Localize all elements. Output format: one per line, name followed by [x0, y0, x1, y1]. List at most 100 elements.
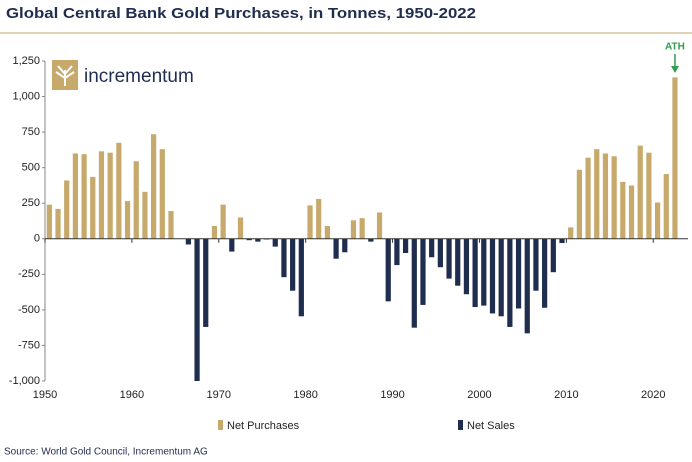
bar: [559, 238, 565, 244]
bar: [246, 238, 252, 241]
legend-swatch: [218, 420, 223, 430]
x-tick-label: 1970: [207, 389, 231, 401]
bar: [359, 218, 365, 239]
bar: [646, 152, 652, 239]
bar: [542, 238, 548, 308]
bar: [107, 152, 113, 239]
bar: [411, 238, 417, 328]
bar: [159, 149, 165, 239]
bar: [272, 238, 278, 247]
bar: [446, 238, 452, 279]
bar: [290, 238, 296, 291]
bar: [620, 181, 626, 239]
bar: [498, 238, 504, 317]
bar: [98, 151, 105, 239]
chart-title: Global Central Bank Gold Purchases, in T…: [6, 5, 476, 22]
bar: [151, 134, 157, 239]
bar: [203, 238, 209, 327]
bar: [437, 238, 443, 268]
bar: [133, 161, 139, 239]
x-tick-label: 1980: [293, 389, 317, 401]
bar: [72, 153, 79, 239]
bar: [385, 238, 391, 302]
bar: [628, 185, 635, 239]
bar: [524, 238, 530, 334]
bar: [281, 238, 287, 278]
legend-swatch: [458, 420, 463, 430]
bar: [64, 180, 70, 239]
bar: [298, 238, 304, 317]
y-tick-label: -250: [18, 268, 40, 280]
x-tick-label: 1990: [380, 389, 404, 401]
bar: [585, 157, 591, 239]
bar: [611, 156, 617, 239]
bar: [237, 217, 244, 239]
annotation: ATH: [665, 42, 685, 53]
annotation-arrowhead: [670, 66, 679, 73]
logo-text: incrementum: [84, 66, 194, 87]
y-tick-label: 0: [34, 233, 40, 245]
bar: [376, 212, 383, 239]
y-tick-label: 1,250: [12, 55, 40, 67]
bar: [333, 238, 339, 259]
bar: [594, 149, 600, 239]
y-tick-label: -750: [18, 339, 40, 351]
bar: [316, 198, 322, 239]
bar: [142, 191, 148, 239]
bar: [124, 201, 131, 239]
bar: [255, 238, 261, 242]
bar: [637, 145, 643, 239]
x-tick-label: 1950: [33, 389, 57, 401]
bar: [463, 238, 470, 295]
bar: [220, 204, 226, 239]
bar: [116, 142, 122, 239]
bar: [307, 205, 313, 239]
bar: [185, 238, 191, 245]
bar: [663, 174, 669, 239]
bar: [507, 238, 513, 327]
y-tick-label: 250: [22, 197, 40, 209]
x-tick-label: 1960: [120, 389, 144, 401]
bar: [55, 208, 61, 239]
y-tick-label: 750: [22, 126, 40, 138]
x-tick-label: 2000: [467, 389, 491, 401]
bar: [489, 238, 496, 314]
bar: [455, 238, 461, 286]
x-tick-label: 2020: [641, 389, 665, 401]
bar: [81, 154, 87, 239]
bar: [576, 169, 582, 239]
bar: [472, 238, 478, 308]
bar: [402, 238, 409, 253]
bar: [420, 238, 426, 305]
bar: [324, 225, 331, 239]
bar: [168, 211, 174, 239]
bar: [368, 238, 374, 242]
bar: [211, 225, 218, 239]
bar: [672, 77, 678, 239]
bar: [342, 238, 348, 253]
bar: [194, 238, 200, 381]
legend-label: Net Sales: [467, 420, 515, 432]
y-tick-label: 500: [22, 162, 40, 174]
bar: [515, 238, 522, 309]
bar: [568, 227, 574, 239]
y-tick-label: -500: [18, 304, 40, 316]
bar: [90, 176, 96, 239]
bar: [533, 238, 539, 291]
x-tick-label: 2010: [554, 389, 578, 401]
bar: [229, 238, 235, 252]
legend-label: Net Purchases: [227, 420, 300, 432]
bar: [394, 238, 400, 266]
bar: [481, 238, 487, 306]
source: Source: World Gold Council, Incrementum …: [4, 447, 208, 458]
bar: [654, 202, 661, 239]
y-tick-label: -1,000: [9, 375, 40, 387]
bar: [46, 204, 52, 239]
y-tick-label: 1,000: [12, 90, 40, 102]
bar: [602, 153, 609, 239]
bar: [550, 238, 556, 273]
logo: incrementum: [52, 60, 194, 90]
bar: [429, 238, 435, 258]
